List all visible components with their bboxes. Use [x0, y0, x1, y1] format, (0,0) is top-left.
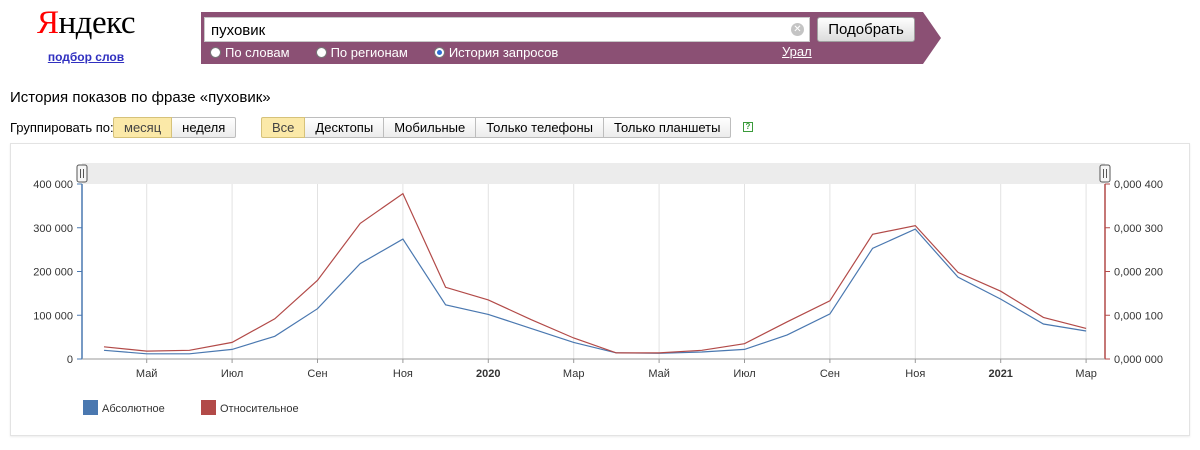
left-tick-label: 200 000: [33, 267, 73, 279]
radio-label: По словам: [225, 44, 290, 60]
device-filter: Все Десктопы Мобильные Только телефоны Т…: [261, 117, 732, 138]
x-tick-label: Июл: [221, 368, 243, 380]
legend-label: Относительное: [220, 403, 299, 415]
chart-panel: 0 100 000 200 000 300 000 400 000 0,000 000 0,…: [10, 143, 1190, 436]
x-tick-label: Мар: [1075, 368, 1097, 380]
x-tick-label: Май: [648, 368, 670, 380]
legend-swatch[interactable]: [201, 400, 216, 415]
clear-icon[interactable]: ✕: [791, 23, 804, 36]
series-line-relative: [103, 192, 1087, 354]
radio-label: История запросов: [448, 44, 559, 60]
radio-circle: [210, 46, 221, 58]
legend-swatch[interactable]: [83, 400, 98, 415]
x-tick-label: 2020: [476, 368, 500, 380]
group-week-button[interactable]: неделя: [172, 117, 237, 138]
page-title: История показов по фразе «пуховик»: [10, 89, 271, 106]
range-handle-right[interactable]: [1099, 164, 1111, 183]
right-tick-label: 0,000 000: [1114, 354, 1163, 366]
left-tick-label: 300 000: [33, 223, 73, 235]
search-box: ✕: [204, 17, 810, 42]
history-chart: 0 100 000 200 000 300 000 400 000 0,000 000 0,…: [33, 163, 1163, 415]
range-handle-left[interactable]: [76, 164, 88, 183]
radio-circle: [315, 46, 327, 58]
left-tick-label: 0: [67, 354, 73, 366]
search-mode-radios: По словам По регионам История запросов: [210, 44, 584, 60]
device-phones-button[interactable]: Только телефоны: [476, 117, 605, 138]
series-line-absolute: [103, 228, 1087, 355]
grouping-label: Группировать по:: [10, 120, 114, 135]
x-tick-label: Май: [136, 368, 158, 380]
right-tick-label: 0,000 400: [1114, 179, 1163, 191]
help-icon[interactable]: ?: [743, 122, 753, 132]
legend-label: Абсолютное: [102, 403, 165, 415]
submit-button[interactable]: Подобрать: [817, 17, 915, 42]
device-all-button[interactable]: Все: [261, 117, 306, 138]
x-tick-label: Сен: [307, 368, 327, 380]
right-tick-label: 0,000 100: [1114, 310, 1163, 322]
left-tick-label: 100 000: [33, 310, 73, 322]
logo-text: Яндекс: [37, 5, 135, 41]
x-tick-label: Ноя: [393, 368, 413, 380]
radio-by-regions[interactable]: По регионам: [315, 44, 408, 60]
yandex-logo[interactable]: Яндекс подбор слов: [36, 4, 136, 64]
right-tick-label: 0,000 200: [1114, 267, 1163, 279]
device-tablets-button[interactable]: Только планшеты: [604, 117, 732, 138]
banner-arrow: [923, 12, 941, 64]
left-tick-label: 400 000: [33, 179, 73, 191]
grouping-toggle: месяц неделя: [113, 117, 237, 138]
x-tick-label: Ноя: [905, 368, 925, 380]
search-input[interactable]: [211, 21, 781, 39]
x-tick-label: Мар: [563, 368, 585, 380]
region-link[interactable]: Урал: [782, 44, 812, 59]
logo-subtitle-link[interactable]: подбор слов: [47, 50, 125, 64]
radio-query-history[interactable]: История запросов: [433, 44, 559, 60]
radio-circle-checked: [433, 46, 445, 58]
right-tick-label: 0,000 300: [1114, 223, 1163, 235]
radio-label: По регионам: [330, 44, 408, 60]
device-mobile-button[interactable]: Мобильные: [384, 117, 477, 138]
x-tick-label: Сен: [820, 368, 840, 380]
x-tick-label: 2021: [988, 368, 1012, 380]
radio-by-words[interactable]: По словам: [210, 44, 290, 60]
range-scroller: [82, 163, 1105, 184]
x-tick-label: Июл: [733, 368, 755, 380]
group-month-button[interactable]: месяц: [113, 117, 173, 138]
device-desktop-button[interactable]: Десктопы: [305, 117, 385, 138]
